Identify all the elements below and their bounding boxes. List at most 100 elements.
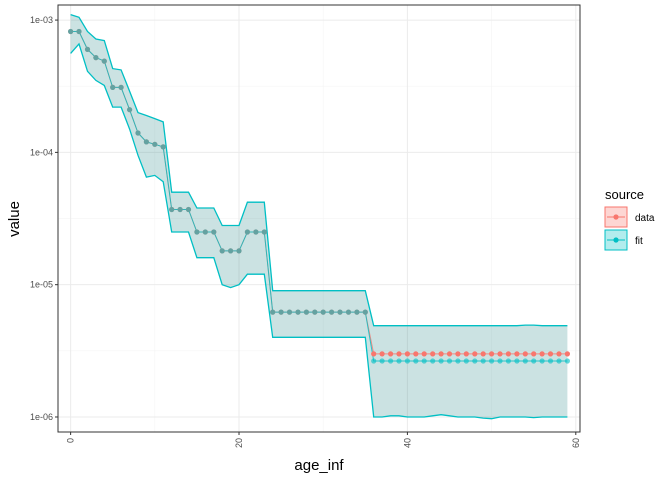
point-data (396, 351, 402, 357)
point-fit (413, 358, 419, 364)
point-fit (303, 309, 309, 315)
point-data (463, 351, 469, 357)
legend-title: source (605, 187, 644, 202)
point-fit (127, 107, 133, 113)
point-fit (84, 46, 91, 53)
point-fit (404, 358, 410, 364)
point-data (438, 351, 444, 357)
point-data (489, 351, 495, 357)
point-fit (169, 206, 175, 213)
point-fit (480, 358, 486, 364)
point-fit (177, 206, 183, 213)
point-fit (371, 358, 377, 364)
point-fit (219, 248, 225, 254)
point-fit (143, 139, 149, 145)
legend: source data fit (604, 187, 655, 251)
x-tick-label: 0 (66, 438, 76, 443)
point-fit (253, 229, 259, 235)
ribbon-fit (70, 14, 568, 419)
x-tick-label: 60 (571, 438, 581, 448)
point-data (539, 351, 545, 357)
y-tick-label: 1e-06 (30, 412, 53, 422)
legend-key-point-fit (613, 237, 619, 243)
point-data (556, 351, 562, 357)
confidence-ribbons (70, 13, 568, 420)
x-axis-title: age_inf (294, 457, 344, 474)
point-data (505, 351, 511, 357)
legend-label-fit: fit (635, 236, 643, 247)
point-data (472, 351, 478, 357)
point-data (455, 351, 461, 357)
point-fit (547, 358, 554, 364)
point-data (404, 351, 410, 357)
y-tick-label: 1e-03 (30, 15, 53, 25)
point-data (446, 351, 453, 357)
point-fit (564, 358, 571, 364)
point-fit (522, 358, 528, 364)
point-fit (438, 358, 444, 364)
x-axis-ticks: 0 20 40 60 (66, 432, 581, 448)
point-data (514, 351, 520, 357)
point-fit (320, 309, 326, 315)
point-fit (101, 58, 107, 64)
point-fit (379, 358, 385, 364)
point-fit (244, 229, 250, 235)
point-data (413, 351, 419, 357)
point-data (430, 351, 436, 357)
point-fit (362, 309, 368, 315)
point-data (371, 351, 377, 357)
point-fit (531, 358, 537, 364)
point-data (421, 351, 427, 357)
point-fit (211, 229, 217, 235)
ribbon-lower-fit (70, 42, 568, 420)
point-data (480, 351, 486, 357)
legend-key-point-data (613, 214, 619, 220)
x-tick-label: 40 (402, 438, 412, 448)
point-fit (354, 309, 360, 315)
point-fit (93, 55, 99, 61)
point-data (564, 351, 571, 357)
point-fit (270, 309, 276, 315)
series-points (68, 28, 571, 364)
point-fit (76, 28, 82, 35)
point-data (547, 351, 554, 357)
point-fit (430, 358, 436, 364)
point-fit (497, 358, 503, 364)
point-data (522, 351, 528, 357)
point-fit (278, 309, 284, 315)
point-fit (463, 358, 469, 364)
point-fit (185, 206, 192, 213)
point-fit (446, 358, 453, 364)
point-fit (455, 358, 461, 364)
point-fit (312, 309, 318, 315)
x-tick-label: 20 (234, 438, 244, 448)
point-fit (556, 358, 562, 364)
point-fit (489, 358, 495, 364)
point-fit (194, 229, 200, 235)
point-fit (505, 358, 511, 364)
point-fit (329, 309, 335, 315)
y-axis-title: value (6, 201, 23, 237)
point-fit (236, 248, 242, 254)
point-data (497, 351, 503, 357)
point-fit (472, 358, 478, 364)
point-fit (228, 248, 234, 254)
point-fit (514, 358, 520, 364)
point-fit (68, 28, 74, 35)
point-fit (295, 309, 301, 315)
point-data (388, 351, 394, 357)
point-fit (345, 309, 352, 315)
point-fit (286, 309, 293, 315)
point-fit (539, 358, 545, 364)
point-fit (135, 130, 141, 136)
point-fit (337, 309, 343, 315)
grid-major (58, 5, 580, 432)
ribbon-upper-fit (70, 13, 568, 327)
y-tick-label: 1e-05 (30, 280, 53, 290)
point-fit (421, 358, 427, 364)
y-axis-ticks: 1e-06 1e-05 1e-04 1e-03 (30, 15, 58, 422)
legend-label-data: data (635, 213, 655, 224)
point-data (379, 351, 385, 357)
y-tick-label: 1e-04 (30, 147, 53, 157)
